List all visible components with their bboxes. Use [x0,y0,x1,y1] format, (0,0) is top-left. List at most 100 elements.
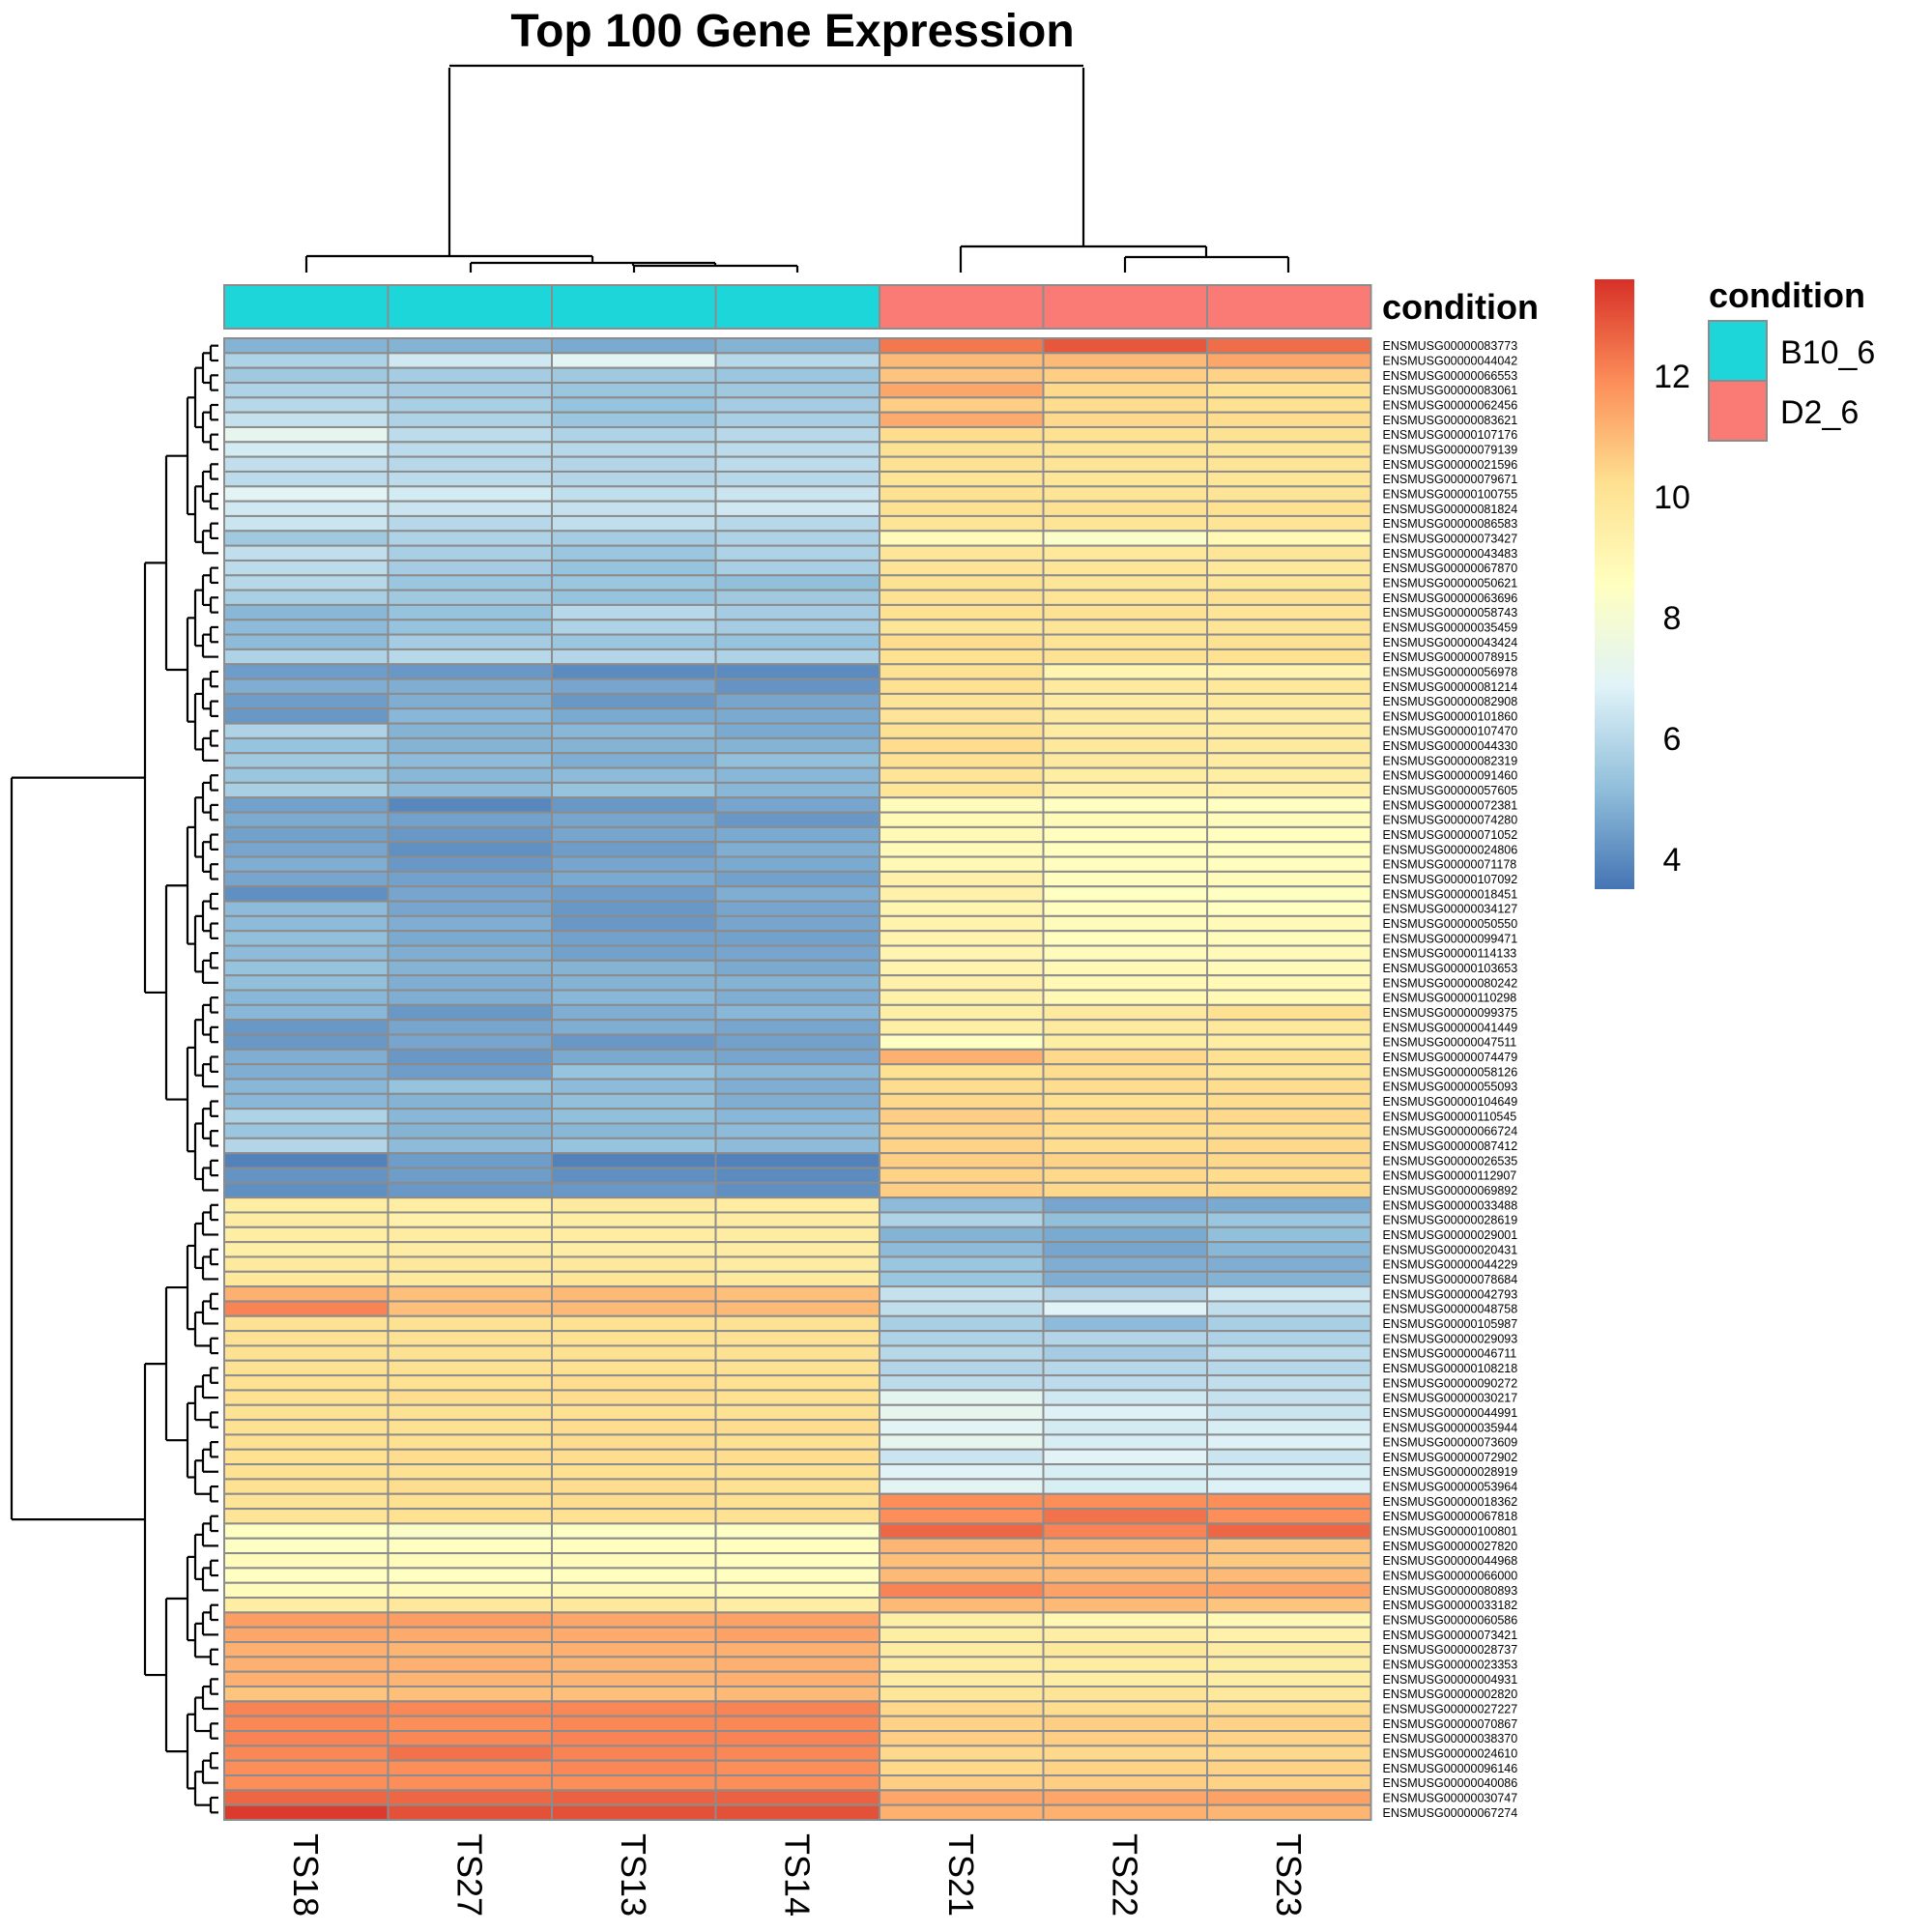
heatmap-cell [223,1226,389,1244]
heatmap-cell [387,1167,553,1184]
gene-label: ENSMUSG00000073427 [1383,532,1518,545]
heatmap-cell [551,1374,717,1392]
heatmap-cell [1042,1167,1208,1184]
heatmap-cell [223,944,389,962]
heatmap-cell [714,1048,880,1066]
heatmap-cell [1042,1285,1208,1303]
heatmap-cell [223,366,389,384]
heatmap-cell [223,485,389,503]
heatmap-cell [1206,1003,1372,1022]
sample-label: TS14 [777,1833,817,1917]
heatmap-cell [1042,1774,1208,1792]
gene-label: ENSMUSG00000081824 [1383,503,1518,516]
heatmap-cell [223,825,389,844]
sample-label: TS13 [614,1833,653,1917]
heatmap-cell [714,1463,880,1481]
heatmap-cell [551,1492,717,1511]
gene-label: ENSMUSG00000029093 [1383,1332,1518,1345]
heatmap-cell [387,1641,553,1658]
heatmap-cell [714,603,880,621]
heatmap-cell [1206,781,1372,799]
heatmap-cell [223,1641,389,1658]
heatmap-cell [1042,1759,1208,1777]
heatmap-cell [223,633,389,650]
heatmap-cell [223,766,389,784]
heatmap-cell [551,1403,717,1422]
heatmap-cell [223,1730,389,1747]
gene-label: ENSMUSG00000091460 [1383,769,1518,783]
heatmap-cell [714,530,880,547]
heatmap-cell [223,1803,389,1822]
gene-label: ENSMUSG00000056978 [1383,665,1518,678]
sample-labels: TS18 TS27 TS13 TS14 TS21 TS22 TS23 [286,1833,1309,1917]
heatmap-cell [223,1626,389,1644]
heatmap-cell [223,1137,389,1155]
gene-label: ENSMUSG00000072902 [1383,1451,1518,1464]
heatmap-cell [387,470,553,488]
heatmap-cell [714,559,880,577]
heatmap-cell [551,1197,717,1214]
heatmap-cell [1042,1789,1208,1806]
heatmap-cell [1206,589,1372,606]
heatmap-cell [223,1167,389,1184]
heatmap-cell [1206,1522,1372,1540]
heatmap-cell [714,455,880,473]
heatmap-cell [1206,825,1372,844]
heatmap-cell [551,1330,717,1347]
heatmap-cell [223,870,389,888]
gene-label: ENSMUSG00000067870 [1383,562,1518,575]
heatmap-cell [1042,1078,1208,1095]
heatmap-cell [223,455,389,473]
heatmap-cell [879,707,1045,725]
heatmap-cell [387,989,553,1006]
heatmap-cell [1042,1567,1208,1584]
heatmap-cell [387,1389,553,1406]
gene-label: ENSMUSG00000107470 [1383,725,1518,738]
heatmap-cell [551,1314,717,1333]
heatmap-cell [551,1597,717,1614]
heatmap-cell [879,1803,1045,1822]
heatmap-cell [879,589,1045,606]
heatmap-cell [387,944,553,962]
heatmap-cell [1042,485,1208,503]
heatmap-cell [1042,1730,1208,1747]
heatmap-cell [551,544,717,562]
heatmap-cell [223,1019,389,1036]
heatmap-cell [714,411,880,428]
heatmap-cell [387,337,553,355]
heatmap-cell [879,337,1045,355]
gene-label: ENSMUSG00000024806 [1383,843,1518,856]
heatmap-cell [1206,1108,1372,1125]
gene-label: ENSMUSG00000004931 [1383,1673,1518,1687]
heatmap-cell [551,1181,717,1199]
gene-label: ENSMUSG00000018362 [1383,1495,1518,1509]
heatmap-cell [551,1803,717,1822]
heatmap-cell [387,811,553,828]
heatmap-cell [387,1092,553,1110]
heatmap-cell [1206,381,1372,399]
heatmap-cell [387,766,553,784]
heatmap-cell [714,1197,880,1214]
heatmap-cell [879,766,1045,784]
heatmap-cell [387,974,553,992]
gene-label: ENSMUSG00000027227 [1383,1703,1518,1716]
heatmap-cell [551,603,717,621]
sample-label: TS23 [1269,1833,1309,1917]
heatmap-cell [223,619,389,636]
heatmap-cell [1042,352,1208,369]
heatmap-cell [1042,1137,1208,1155]
heatmap-cell [879,1433,1045,1451]
heatmap-cell [551,500,717,517]
gene-label: ENSMUSG00000086583 [1383,517,1518,531]
heatmap-cell [879,619,1045,636]
gene-label: ENSMUSG00000066553 [1383,369,1518,383]
heatmap-cell [879,1314,1045,1333]
heatmap-cell [551,944,717,962]
heatmap-cell [387,1181,553,1199]
heatmap-cell [879,1330,1045,1347]
heatmap-cell [387,1537,553,1555]
heatmap-cell [1042,974,1208,992]
heatmap-cell [1042,559,1208,577]
heatmap-cell [879,841,1045,858]
heatmap-cell [879,1789,1045,1806]
